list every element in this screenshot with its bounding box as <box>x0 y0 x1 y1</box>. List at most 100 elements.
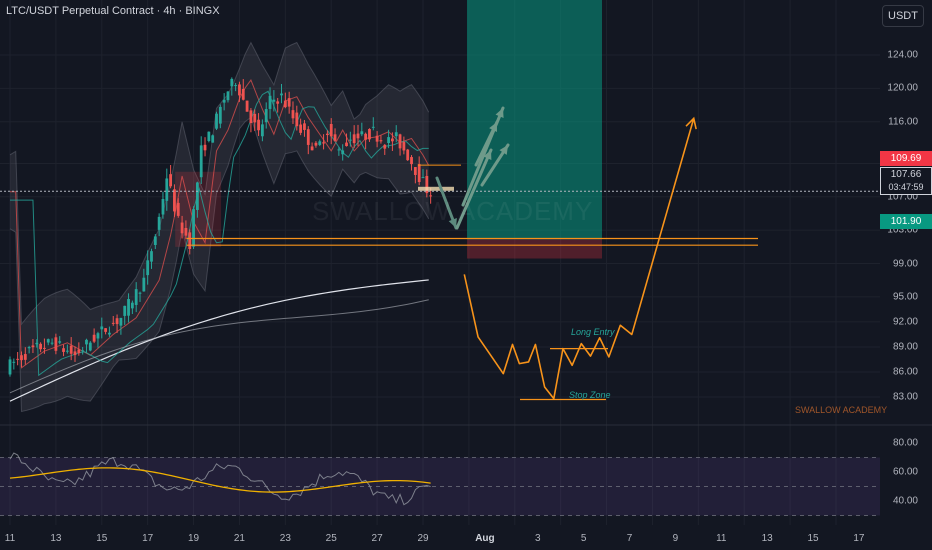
candle-body <box>188 232 192 250</box>
candle-body <box>31 345 35 348</box>
time-tick-label: 7 <box>626 533 633 544</box>
candle-body <box>345 142 348 147</box>
time-tick-label: 5 <box>580 533 587 544</box>
rsi-signal-line <box>9 467 431 493</box>
time-tick-label: Aug <box>475 533 495 544</box>
price-tick-label: 107.00 <box>887 191 918 203</box>
candle-body <box>104 328 108 332</box>
time-tick-label: 11 <box>716 533 727 544</box>
green-level-tag: 101.90 <box>880 214 932 229</box>
candle-body <box>92 334 96 342</box>
candle-body <box>283 100 287 108</box>
price-tick-label: 83.00 <box>892 391 918 403</box>
candle-body <box>306 129 310 145</box>
candle-body <box>364 133 368 140</box>
projection-path <box>463 118 695 400</box>
symbol-title: LTC/USDT Perpetual Contract · 4h · BINGX <box>6 5 220 17</box>
candle-body <box>260 124 264 137</box>
price-tick-label: 99.00 <box>892 258 918 270</box>
candle-body <box>96 333 100 339</box>
candle-body <box>348 139 352 141</box>
candle-body <box>268 95 272 109</box>
candle-body <box>241 89 245 100</box>
candle-body <box>108 332 111 335</box>
candle-body <box>379 140 383 142</box>
stop-zone-label: Stop Zone <box>569 390 611 400</box>
candle-body <box>81 350 85 352</box>
candle-body <box>215 113 218 129</box>
candle-body <box>88 342 92 351</box>
projection-arrowhead <box>685 116 697 130</box>
candle-body <box>371 126 375 128</box>
price-tick-label: 92.00 <box>892 316 918 328</box>
candle-body <box>325 133 329 136</box>
candle-body <box>337 149 341 151</box>
scenario-arrow-head <box>499 145 508 155</box>
candle-body <box>245 100 249 112</box>
rsi-tick-label: 40.00 <box>892 495 918 507</box>
rsi-line <box>9 452 431 506</box>
candle-body <box>425 175 429 194</box>
time-tick-label: 15 <box>807 533 819 544</box>
bollinger-upper <box>9 41 430 326</box>
long-position-target-zone <box>467 0 602 240</box>
candle-body <box>341 150 345 155</box>
long-entry-label: Long Entry <box>571 327 615 337</box>
ma-long-line <box>9 299 429 394</box>
candle-body <box>387 137 390 144</box>
candle-body <box>153 236 157 245</box>
time-tick-label: 29 <box>417 533 429 544</box>
candle-body <box>150 251 153 262</box>
candle-body <box>184 227 188 236</box>
candle-body <box>12 361 16 363</box>
candles <box>8 77 433 377</box>
time-tick-label: 27 <box>371 533 383 544</box>
candle-body <box>54 337 58 351</box>
candle-body <box>360 131 364 135</box>
candle-body <box>43 347 46 349</box>
candle-body <box>100 326 104 330</box>
rsi-tick-label: 80.00 <box>892 437 918 449</box>
time-tick-label: 15 <box>96 533 108 544</box>
candle-body <box>211 135 215 143</box>
candle-body <box>318 141 322 145</box>
candle-body <box>391 138 394 142</box>
candle-body <box>394 132 398 137</box>
scenario-arrow-head <box>483 150 492 160</box>
time-tick-label: 25 <box>325 533 337 544</box>
candle-body <box>119 317 123 326</box>
candle-body <box>398 134 402 149</box>
current-price-tag: 107.66 03:47:59 <box>880 167 932 195</box>
time-tick-label: 21 <box>233 533 245 544</box>
candle-body <box>138 292 142 294</box>
time-tick-label: 17 <box>142 533 154 544</box>
candle-body <box>310 146 314 151</box>
candle-body <box>276 101 280 104</box>
current-bar-highlight <box>418 186 454 191</box>
candle-body <box>176 202 180 216</box>
candle-body <box>203 144 207 151</box>
price-tick-label: 124.00 <box>887 49 918 61</box>
candle-body <box>207 131 211 141</box>
candle-body <box>195 182 199 210</box>
candle-body <box>23 354 27 360</box>
candle-body <box>16 358 20 360</box>
candle-body <box>238 84 241 96</box>
candle-body <box>130 302 134 309</box>
currency-button[interactable]: USDT <box>882 5 924 27</box>
candle-body <box>230 78 234 87</box>
bollinger-lower <box>9 116 430 413</box>
candle-body <box>303 123 306 130</box>
candle-body <box>169 174 173 187</box>
countdown-timer: 03:47:59 <box>888 182 924 192</box>
candle-body <box>146 260 150 276</box>
scenario-arrow-head <box>495 108 504 118</box>
candle-body <box>356 133 360 139</box>
price-tick-label: 89.00 <box>892 341 918 353</box>
candle-body <box>291 110 295 119</box>
candle-body <box>429 195 433 197</box>
candle-body <box>8 359 12 375</box>
candle-body <box>123 305 127 316</box>
candle-body <box>226 91 230 101</box>
